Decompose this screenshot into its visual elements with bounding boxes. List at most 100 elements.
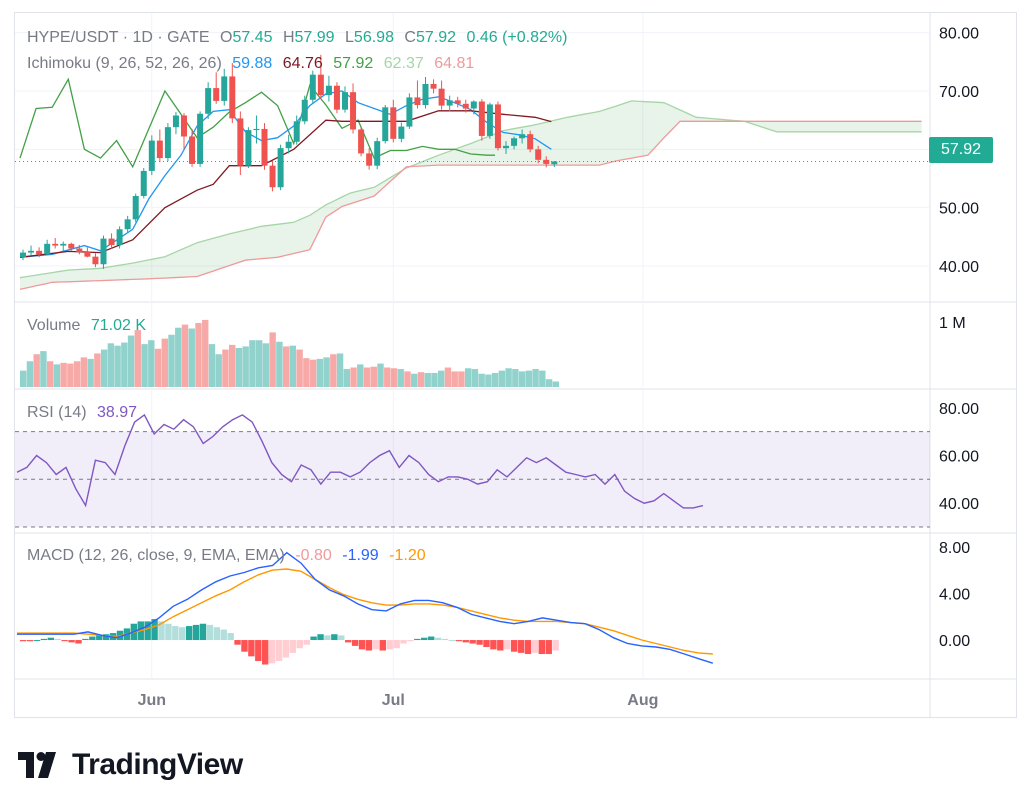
- macd-histogram-bar: [192, 624, 200, 641]
- candle-body: [189, 136, 196, 164]
- rsi-axis-label: 40.00: [939, 496, 979, 513]
- macd-histogram-bar: [248, 640, 255, 657]
- macd-histogram-bar: [20, 640, 27, 642]
- candle-body: [406, 97, 413, 127]
- volume-bar: [53, 364, 61, 387]
- volume-bar: [485, 374, 492, 387]
- kijun-value: 64.76: [282, 55, 323, 72]
- high-value: 57.99: [294, 29, 335, 46]
- macd-histogram-bar: [421, 637, 428, 641]
- volume-bar: [491, 372, 499, 387]
- macd-histogram-bar: [151, 619, 158, 641]
- rsi-axis-label: 80.00: [939, 401, 979, 418]
- volume-bar: [282, 346, 290, 387]
- macd-histogram-bar: [510, 640, 518, 652]
- legend-row-price: HYPE/USDT · 1D · GATE O57.45 H57.99 L56.…: [27, 29, 567, 47]
- volume-bar: [134, 330, 142, 387]
- last-price-badge: 57.92: [929, 137, 993, 163]
- volume-bar: [175, 327, 182, 387]
- open-value: 57.45: [232, 29, 273, 46]
- candle-body: [76, 248, 83, 252]
- volume-bar: [431, 372, 438, 387]
- brand-name: TradingView: [72, 748, 243, 781]
- volume-bar: [154, 348, 162, 387]
- volume-bar: [87, 358, 94, 387]
- change-value: 0.46 (+0.82%): [466, 29, 568, 46]
- span-b-line: [19, 120, 922, 290]
- candle-body: [60, 243, 67, 246]
- candle-body: [100, 238, 107, 265]
- volume-bar: [73, 361, 81, 387]
- candle-body: [221, 76, 228, 101]
- macd-axis-label: 0.00: [939, 633, 970, 650]
- volume-bar: [20, 370, 27, 387]
- volume-bar: [202, 319, 209, 387]
- low-value: 56.98: [353, 29, 394, 46]
- candle-body: [309, 74, 316, 100]
- volume-bar: [26, 361, 34, 387]
- ichimoku-label: Ichimoku (9, 26, 52, 26, 26): [27, 55, 222, 72]
- volume-bar: [309, 359, 317, 387]
- volume-bar: [350, 367, 357, 387]
- macd-histogram-bar: [517, 640, 525, 653]
- candle-body: [519, 134, 526, 139]
- macd-histogram-bar: [448, 640, 456, 642]
- symbol-title: HYPE/USDT · 1D · GATE: [27, 29, 210, 46]
- time-axis-label: Jun: [138, 692, 166, 709]
- volume-bar: [357, 364, 364, 387]
- candle-body: [301, 99, 308, 122]
- candle-body: [197, 113, 204, 164]
- volume-bar: [397, 369, 404, 387]
- candle-body: [503, 145, 509, 149]
- volume-bar: [33, 354, 40, 387]
- candle-body: [454, 100, 461, 104]
- candle-body: [486, 104, 493, 136]
- legend-row-ichimoku: Ichimoku (9, 26, 52, 26, 26) 59.88 64.76…: [27, 55, 474, 73]
- macd-histogram-bar: [414, 638, 421, 641]
- macd-histogram-bar: [469, 640, 476, 644]
- time-axis-label: Aug: [627, 692, 658, 709]
- volume-bar: [336, 353, 344, 387]
- macd-histogram-bar: [379, 640, 386, 651]
- span-a-line: [19, 100, 922, 279]
- macd-histogram-bar: [552, 640, 559, 651]
- macd-histogram-bar: [144, 621, 151, 641]
- candle-body: [20, 252, 26, 258]
- volume-bar: [384, 367, 391, 387]
- volume-label: Volume: [27, 317, 81, 334]
- macd-histogram-bar: [386, 640, 393, 650]
- legend-row-rsi: RSI (14) 38.97: [27, 404, 137, 422]
- rsi-label: RSI (14): [27, 404, 87, 421]
- macd-histogram-bar: [393, 640, 400, 649]
- time-axis-label: Jul: [382, 692, 405, 709]
- macd-histogram-bar: [531, 640, 539, 653]
- macd-histogram-bar: [172, 626, 179, 641]
- brand-logo[interactable]: TradingView: [18, 748, 243, 782]
- candle-body: [398, 126, 405, 139]
- candle-body: [237, 118, 244, 166]
- candle-body: [36, 250, 43, 255]
- macd-histogram-bar: [490, 640, 497, 650]
- macd-histogram-bar: [497, 640, 504, 651]
- macd-histogram-bar: [289, 640, 297, 653]
- candle-body: [350, 92, 357, 130]
- candle-body: [317, 74, 324, 96]
- rsi-axis-label: 60.00: [939, 448, 979, 465]
- macd-axis-label: 4.00: [939, 586, 970, 603]
- volume-bar: [532, 369, 539, 387]
- tenkan-line: [19, 90, 552, 258]
- ichimoku-cloud: [20, 100, 922, 290]
- candle-body: [269, 165, 276, 188]
- chart-svg[interactable]: Jun Jul Aug 80.00 70.00 60.00 50.00 40.00 1 M 80.…: [15, 13, 1016, 717]
- price-axis-label: 50.00: [939, 201, 979, 218]
- macd-histogram-bar: [365, 640, 373, 651]
- candle-body: [462, 103, 469, 109]
- candle-body: [140, 170, 147, 196]
- volume-bar: [458, 371, 465, 387]
- macd-histogram-bar: [199, 623, 207, 641]
- candle-body: [52, 243, 59, 246]
- candle-body: [390, 107, 397, 139]
- volume-bar: [249, 340, 256, 387]
- candle-body: [116, 229, 123, 245]
- candle-body: [470, 101, 477, 109]
